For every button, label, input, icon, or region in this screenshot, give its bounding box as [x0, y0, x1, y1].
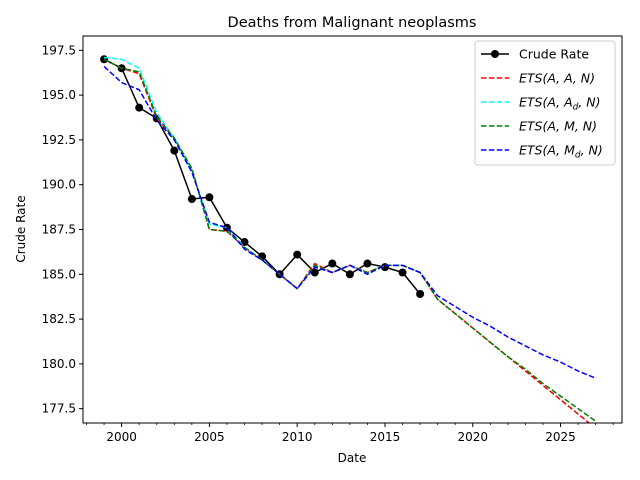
- crude-rate-point: [135, 103, 144, 112]
- legend-label: ETS(A, Ad, N): [519, 95, 601, 113]
- legend-label: ETS(A, M, N): [519, 119, 597, 134]
- crude-rate-point: [187, 195, 196, 204]
- chart-title: Deaths from Malignant neoplasms: [228, 15, 477, 31]
- crude-rate-point: [310, 268, 319, 277]
- x-tick-label: 2015: [370, 430, 401, 444]
- x-tick-label: 2020: [457, 430, 488, 444]
- crude-rate-point: [293, 250, 302, 259]
- crude-rate-point: [240, 238, 249, 247]
- crude-rate-point: [345, 270, 354, 279]
- x-tick-label: 2025: [545, 430, 576, 444]
- legend-label: ETS(A, Md, N): [519, 143, 603, 161]
- y-tick-label: 192.5: [42, 133, 76, 147]
- x-tick-label: 2010: [282, 430, 313, 444]
- crude-rate-point: [100, 55, 109, 64]
- y-tick-label: 197.5: [42, 43, 76, 57]
- legend: Crude Rate ETS(A, A, N) ETS(A, Ad, N) ETS(A…: [474, 40, 616, 166]
- crude-rate-point: [328, 259, 337, 268]
- legend-label: Crude Rate: [519, 47, 589, 62]
- y-tick-label: 177.5: [42, 402, 76, 416]
- y-tick-label: 180.0: [42, 357, 76, 371]
- legend-label: ETS(A, A, N): [519, 71, 595, 86]
- crude-rate-point: [170, 146, 179, 155]
- crude-rate-point: [205, 193, 214, 202]
- y-tick-label: 182.5: [42, 312, 76, 326]
- y-tick-label: 187.5: [42, 223, 76, 237]
- legend-box: [474, 40, 616, 166]
- legend-marker: [491, 50, 499, 58]
- y-axis-label: Crude Rate: [14, 195, 28, 262]
- y-tick-label: 185.0: [42, 267, 76, 281]
- y-tick-label: 190.0: [42, 178, 76, 192]
- x-tick-label: 2000: [106, 430, 137, 444]
- crude-rate-point: [416, 290, 425, 298]
- x-axis: 2000 2005 2010 2015 2020 2025: [86, 423, 614, 444]
- y-axis: 177.5 180.0 182.5 185.0 187.5 190.0 192.5 195.0…: [42, 43, 83, 416]
- crude-rate-point: [363, 259, 372, 268]
- crude-rate-point: [398, 268, 407, 277]
- series-layer: [100, 55, 597, 423]
- x-tick-label: 2005: [194, 430, 225, 444]
- series-line-4: [103, 65, 596, 379]
- x-axis-label: Date: [338, 451, 367, 465]
- y-tick-label: 195.0: [42, 88, 76, 102]
